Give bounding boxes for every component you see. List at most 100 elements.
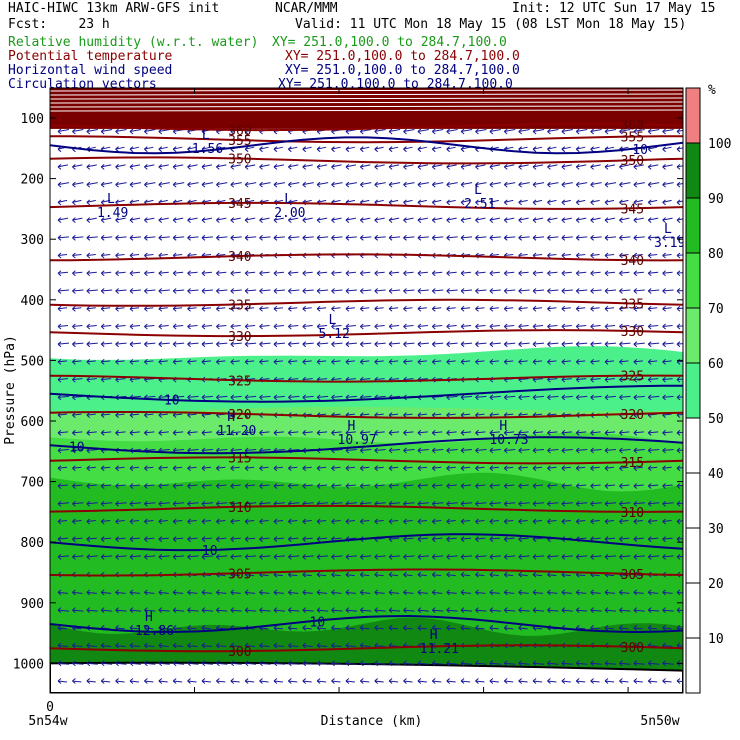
wind-vector xyxy=(633,447,645,454)
wind-vector xyxy=(172,341,185,348)
wind-vector xyxy=(460,199,471,206)
wind-vector xyxy=(230,270,241,277)
theta-band-line xyxy=(50,101,683,104)
wind-vector xyxy=(244,483,256,489)
wind-vector xyxy=(575,554,588,560)
wind-vector xyxy=(158,465,168,472)
wind-vector xyxy=(187,589,198,596)
wind-vector xyxy=(446,660,458,667)
wind-vector xyxy=(417,518,427,525)
wind-vector xyxy=(172,270,184,277)
wind-vector xyxy=(158,607,170,613)
wind-vector xyxy=(201,678,212,684)
wind-vector xyxy=(230,500,242,507)
wind-vector xyxy=(158,181,170,188)
wind-vector xyxy=(403,465,413,472)
wind-vector xyxy=(561,589,572,596)
y-axis-title: Pressure (hPa) xyxy=(3,335,18,445)
y-tick-label: 200 xyxy=(21,173,44,188)
wind-vector xyxy=(417,323,428,330)
theta-contour-label: 355 xyxy=(621,131,644,146)
colorbar-tick-label: 80 xyxy=(708,247,724,262)
wind-vector xyxy=(403,288,415,294)
wind-vector xyxy=(316,305,327,312)
wind-vector xyxy=(374,270,385,277)
wind-vector xyxy=(489,500,501,507)
wind-vector xyxy=(288,554,300,560)
wind-vector xyxy=(331,518,341,525)
wind-vector xyxy=(633,660,645,667)
wind-vector xyxy=(475,447,487,454)
wind-vector xyxy=(662,234,674,241)
wind-vector xyxy=(619,217,630,223)
wind-vector xyxy=(561,199,571,206)
wind-vector xyxy=(647,341,660,348)
y-tick-label: 400 xyxy=(21,294,44,309)
wind-vector xyxy=(244,323,256,330)
wind-vector xyxy=(633,518,643,525)
wind-vector xyxy=(144,642,155,649)
wind-vector xyxy=(273,234,285,241)
wind-vector xyxy=(115,252,125,259)
wind-vector xyxy=(662,465,672,472)
wind-vector xyxy=(359,181,372,188)
wind-vector xyxy=(57,536,69,543)
wind-vector xyxy=(590,429,601,436)
theta-contour xyxy=(50,644,683,653)
wind-vector xyxy=(575,447,588,454)
wind-vector xyxy=(316,465,327,472)
wind-vector xyxy=(561,146,571,153)
wind-vector xyxy=(374,589,385,596)
wind-vector xyxy=(345,465,355,472)
wind-vector xyxy=(403,270,414,277)
theta-contour xyxy=(50,298,683,307)
wind-vector xyxy=(647,465,658,472)
wind-vector xyxy=(547,571,557,578)
wind-vector xyxy=(590,518,600,525)
wind-vector xyxy=(86,660,98,667)
wind-vector xyxy=(187,624,197,631)
theta-contour-label: 305 xyxy=(621,568,644,583)
wind-vector xyxy=(129,678,140,684)
colorbar-frame xyxy=(685,87,701,694)
wind-vector xyxy=(590,554,602,560)
wind-vector xyxy=(662,678,672,684)
wind-vector xyxy=(129,660,142,667)
wind-vector xyxy=(273,323,284,330)
theta-contour-label: 315 xyxy=(621,456,644,471)
wind-vector xyxy=(388,128,401,135)
wind-vector xyxy=(489,607,501,613)
wind-vector xyxy=(575,500,588,507)
wind-vector xyxy=(86,465,96,472)
wind-vector xyxy=(273,341,285,348)
wind-vector xyxy=(72,359,82,365)
extremum-value: 11.21 xyxy=(420,642,459,657)
theta-contour-label: 330 xyxy=(621,325,644,340)
wind-vector xyxy=(172,234,185,241)
wind-vector xyxy=(619,607,631,613)
wind-vector xyxy=(662,252,672,259)
wind-vector xyxy=(345,359,355,365)
wind-vector xyxy=(216,518,226,525)
wind-vector xyxy=(115,465,125,472)
wind-vector xyxy=(230,678,240,684)
wind-vector xyxy=(590,483,601,489)
wind-vector xyxy=(359,518,370,525)
wind-vector xyxy=(244,536,256,543)
wind-vector xyxy=(331,660,343,667)
theta-contour xyxy=(50,568,683,577)
wind-vector xyxy=(662,500,674,507)
wind-vector xyxy=(302,642,313,649)
wind-vector xyxy=(662,305,672,312)
wind-vector xyxy=(302,234,314,241)
wind-vector xyxy=(388,305,399,312)
wind-vector xyxy=(201,483,213,489)
wind-vector xyxy=(575,589,587,596)
wind-vector xyxy=(144,500,156,507)
theta-contour-label: 360 xyxy=(621,118,644,133)
wind-vector xyxy=(403,217,414,223)
wind-vector xyxy=(345,660,357,667)
wind-vector xyxy=(187,394,199,401)
wind-vector xyxy=(431,447,444,454)
wind-vector xyxy=(518,217,529,223)
